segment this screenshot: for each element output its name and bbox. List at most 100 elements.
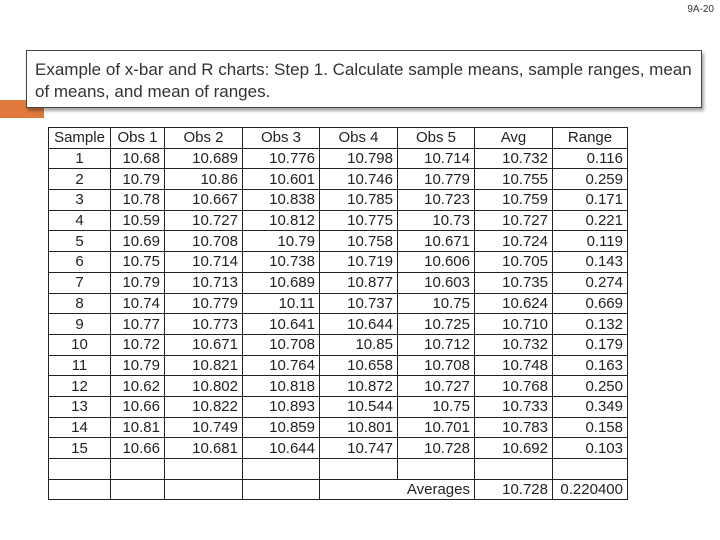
header-obs4: Obs 4 bbox=[319, 127, 398, 149]
avg-cell: 10.727 bbox=[474, 209, 553, 232]
range-cell: 0.250 bbox=[552, 375, 628, 397]
range-cell: 0.143 bbox=[552, 251, 628, 273]
obs1-cell: 10.59 bbox=[110, 209, 165, 232]
avg-cell: 10.692 bbox=[474, 437, 553, 459]
range-cell: 0.163 bbox=[552, 354, 628, 377]
mean-of-means: 10.728 bbox=[474, 478, 553, 501]
obs4-cell: 10.877 bbox=[319, 271, 398, 294]
obs2-cell: 10.681 bbox=[164, 437, 243, 459]
sample-cell: 13 bbox=[48, 395, 111, 418]
obs4-cell: 10.872 bbox=[319, 375, 398, 397]
averages-label: Averages bbox=[319, 478, 475, 501]
obs1-cell: 10.62 bbox=[110, 375, 165, 397]
obs3-cell: 10.738 bbox=[242, 251, 320, 273]
data-table: Sample Obs 1 Obs 2 Obs 3 Obs 4 Obs 5 Avg… bbox=[48, 127, 628, 501]
sample-cell: 11 bbox=[48, 354, 111, 377]
slide-title: Example of x-bar and R charts: Step 1. C… bbox=[35, 60, 692, 101]
table-row: 11 10.79 10.821 10.764 10.658 10.708 10.748 0.1… bbox=[48, 354, 628, 377]
range-cell: 0.103 bbox=[552, 437, 628, 459]
table-row: 1 10.68 10.689 10.776 10.798 10.714 10.732 0.11… bbox=[48, 147, 628, 170]
slide-number: 9A-20 bbox=[687, 4, 714, 15]
range-cell: 0.119 bbox=[552, 230, 628, 253]
obs5-cell: 10.75 bbox=[397, 395, 475, 418]
range-cell: 0.171 bbox=[552, 189, 628, 211]
table-row: 8 10.74 10.779 10.11 10.737 10.75 10.624 0.669 bbox=[48, 292, 628, 315]
obs1-cell: 10.81 bbox=[110, 416, 165, 439]
sample-cell: 5 bbox=[48, 230, 111, 253]
avg-cell: 10.735 bbox=[474, 271, 553, 294]
header-obs2: Obs 2 bbox=[164, 127, 243, 149]
table-row: 6 10.75 10.714 10.738 10.719 10.606 10.705 0.14… bbox=[48, 251, 628, 273]
header-obs5: Obs 5 bbox=[397, 127, 475, 149]
avg-cell: 10.768 bbox=[474, 375, 553, 397]
obs3-cell: 10.776 bbox=[242, 147, 320, 170]
table-row: 15 10.66 10.681 10.644 10.747 10.728 10.692 0.1… bbox=[48, 437, 628, 459]
sample-cell: 10 bbox=[48, 333, 111, 356]
obs3-cell: 10.812 bbox=[242, 209, 320, 232]
table-row: 9 10.77 10.773 10.641 10.644 10.725 10.710 0.13… bbox=[48, 313, 628, 335]
avg-cell: 10.710 bbox=[474, 313, 553, 335]
obs3-cell: 10.859 bbox=[242, 416, 320, 439]
obs5-cell: 10.727 bbox=[397, 375, 475, 397]
title-box: Example of x-bar and R charts: Step 1. C… bbox=[26, 50, 702, 108]
obs3-cell: 10.641 bbox=[242, 313, 320, 335]
table-row: 5 10.69 10.708 10.79 10.758 10.671 10.724 0.119 bbox=[48, 230, 628, 253]
obs1-cell: 10.66 bbox=[110, 395, 165, 418]
obs5-cell: 10.671 bbox=[397, 230, 475, 253]
obs4-cell: 10.775 bbox=[319, 209, 398, 232]
obs4-cell: 10.801 bbox=[319, 416, 398, 439]
obs2-cell: 10.714 bbox=[164, 251, 243, 273]
range-cell: 0.221 bbox=[552, 209, 628, 232]
obs5-cell: 10.725 bbox=[397, 313, 475, 335]
obs1-cell: 10.66 bbox=[110, 437, 165, 459]
avg-cell: 10.624 bbox=[474, 292, 553, 315]
obs2-cell: 10.749 bbox=[164, 416, 243, 439]
obs2-cell: 10.773 bbox=[164, 313, 243, 335]
obs4-cell: 10.544 bbox=[319, 395, 398, 418]
obs4-cell: 10.719 bbox=[319, 251, 398, 273]
table-row: 12 10.62 10.802 10.818 10.872 10.727 10.768 0.2… bbox=[48, 375, 628, 397]
obs4-cell: 10.658 bbox=[319, 354, 398, 377]
obs4-cell: 10.747 bbox=[319, 437, 398, 459]
obs4-cell: 10.644 bbox=[319, 313, 398, 335]
sample-cell: 8 bbox=[48, 292, 111, 315]
avg-cell: 10.748 bbox=[474, 354, 553, 377]
obs2-cell: 10.727 bbox=[164, 209, 243, 232]
obs5-cell: 10.606 bbox=[397, 251, 475, 273]
table-row: 14 10.81 10.749 10.859 10.801 10.701 10.783 0.1… bbox=[48, 416, 628, 439]
obs1-cell: 10.75 bbox=[110, 251, 165, 273]
obs5-cell: 10.603 bbox=[397, 271, 475, 294]
avg-cell: 10.724 bbox=[474, 230, 553, 253]
obs4-cell: 10.785 bbox=[319, 189, 398, 211]
obs1-cell: 10.72 bbox=[110, 333, 165, 356]
sample-cell: 7 bbox=[48, 271, 111, 294]
sample-cell: 9 bbox=[48, 313, 111, 335]
range-cell: 0.349 bbox=[552, 395, 628, 418]
obs1-cell: 10.79 bbox=[110, 271, 165, 294]
obs3-cell: 10.601 bbox=[242, 168, 320, 191]
avg-cell: 10.732 bbox=[474, 333, 553, 356]
header-obs3: Obs 3 bbox=[242, 127, 320, 149]
obs2-cell: 10.689 bbox=[164, 147, 243, 170]
avg-cell: 10.755 bbox=[474, 168, 553, 191]
obs5-cell: 10.779 bbox=[397, 168, 475, 191]
obs3-cell: 10.79 bbox=[242, 230, 320, 253]
avg-cell: 10.733 bbox=[474, 395, 553, 418]
range-cell: 0.669 bbox=[552, 292, 628, 315]
obs2-cell: 10.821 bbox=[164, 354, 243, 377]
sample-cell: 12 bbox=[48, 375, 111, 397]
obs5-cell: 10.712 bbox=[397, 333, 475, 356]
range-cell: 0.158 bbox=[552, 416, 628, 439]
obs2-cell: 10.671 bbox=[164, 333, 243, 356]
obs1-cell: 10.79 bbox=[110, 354, 165, 377]
table-row: 3 10.78 10.667 10.838 10.785 10.723 10.759 0.17… bbox=[48, 189, 628, 211]
obs3-cell: 10.708 bbox=[242, 333, 320, 356]
obs4-cell: 10.85 bbox=[319, 333, 398, 356]
obs3-cell: 10.818 bbox=[242, 375, 320, 397]
sample-cell: 14 bbox=[48, 416, 111, 439]
obs3-cell: 10.11 bbox=[242, 292, 320, 315]
obs3-cell: 10.893 bbox=[242, 395, 320, 418]
sample-cell: 1 bbox=[48, 147, 111, 170]
avg-cell: 10.759 bbox=[474, 189, 553, 211]
mean-of-ranges: 0.220400 bbox=[552, 478, 628, 501]
